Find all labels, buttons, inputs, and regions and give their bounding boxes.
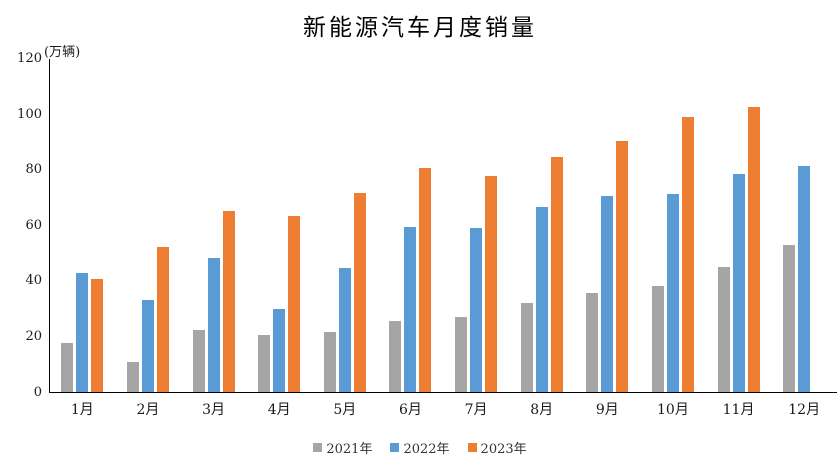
bar-2021年-5月	[323, 332, 336, 392]
legend-item-2021年: 2021年	[313, 438, 372, 457]
x-axis-line	[49, 392, 837, 393]
bar-2022年-10月	[666, 194, 679, 392]
bar-2022年-2月	[141, 299, 154, 392]
bar-2022年-11月	[732, 174, 745, 392]
bar-2022年-5月	[338, 268, 351, 392]
bar-2023年-9月	[616, 141, 629, 392]
x-tick-label-8月: 8月	[530, 402, 554, 418]
bar-2021年-2月	[126, 361, 139, 392]
bar-2021年-7月	[455, 317, 468, 392]
y-axis-line	[49, 59, 50, 393]
bar-2023年-1月	[91, 279, 104, 392]
bar-2022年-8月	[535, 207, 548, 392]
x-tick-label-11月: 11月	[722, 402, 755, 418]
bar-2022年-3月	[207, 257, 220, 392]
bar-2023年-4月	[288, 215, 301, 392]
legend-label: 2021年	[326, 442, 373, 457]
bar-2023年-5月	[353, 193, 366, 392]
legend-marker-icon	[390, 443, 400, 452]
x-tick-label-12月: 12月	[788, 402, 821, 418]
x-tick-label-1月: 1月	[70, 402, 94, 418]
chart-title: 新能源汽车月度销量	[303, 15, 537, 41]
bar-2023年-2月	[156, 246, 169, 392]
bar-2021年-1月	[61, 342, 74, 392]
x-tick-label-7月: 7月	[464, 402, 488, 418]
legend-marker-icon	[313, 443, 323, 452]
x-tick-label-4月: 4月	[267, 402, 291, 418]
y-tick-label-40: 40	[25, 273, 42, 289]
bar-2022年-1月	[76, 272, 89, 392]
y-tick-label-0: 0	[33, 384, 42, 400]
legend-marker-icon	[467, 443, 477, 452]
bar-2021年-9月	[586, 293, 599, 392]
bar-2022年-9月	[601, 195, 614, 392]
x-tick-label-9月: 9月	[595, 402, 619, 418]
y-axis-unit-label: (万辆)	[44, 45, 81, 60]
legend-item-2023年: 2023年	[467, 438, 527, 457]
bar-2021年-4月	[258, 335, 271, 392]
legend-label: 2023年	[480, 442, 527, 457]
y-tick-label-80: 80	[25, 162, 42, 178]
bar-2023年-11月	[747, 107, 760, 392]
x-tick-label-3月: 3月	[202, 402, 226, 418]
bar-2021年-10月	[651, 286, 664, 392]
bar-2021年-3月	[192, 329, 205, 392]
bar-2022年-12月	[798, 166, 811, 392]
x-tick-label-10月: 10月	[657, 402, 689, 418]
x-tick-label-2月: 2月	[136, 402, 160, 418]
bar-2023年-8月	[550, 157, 563, 392]
bar-2021年-6月	[389, 321, 402, 392]
bar-2021年-11月	[717, 267, 730, 392]
bar-2021年-12月	[783, 244, 796, 392]
y-tick-label-60: 60	[25, 217, 42, 233]
bar-2022年-4月	[273, 309, 286, 392]
legend-item-2022年: 2022年	[390, 438, 450, 457]
bar-2023年-6月	[419, 168, 432, 392]
bar-2023年-7月	[485, 175, 498, 392]
bar-2021年-8月	[520, 303, 533, 392]
y-tick-label-100: 100	[17, 106, 42, 122]
y-tick-label-20: 20	[25, 328, 42, 344]
bar-2022年-7月	[470, 227, 483, 392]
bar-2022年-6月	[404, 226, 417, 392]
legend-label: 2022年	[403, 442, 450, 457]
x-tick-label-6月: 6月	[398, 402, 422, 418]
bar-2023年-3月	[222, 211, 235, 392]
x-tick-label-5月: 5月	[333, 402, 357, 418]
bar-2023年-10月	[681, 117, 694, 392]
legend: 2021年 2022年 2023年	[0, 438, 840, 457]
y-tick-label-120: 120	[17, 51, 42, 66]
